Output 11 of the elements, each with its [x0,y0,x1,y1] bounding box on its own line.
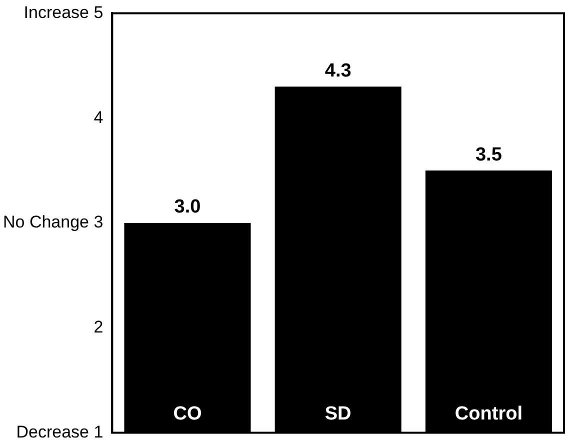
data-label: 4.3 [324,60,352,82]
y-tick-label: No Change 3 [2,212,104,232]
data-label: 3.5 [475,144,502,166]
x-tick-label: SD [324,403,352,424]
y-tick-label: Increase 5 [24,2,104,22]
y-tick-label: 2 [94,318,104,337]
data-label: 3.0 [174,196,201,218]
y-tick-label: Decrease 1 [16,422,104,442]
x-tick-label: CO [173,403,202,424]
y-tick-label: 4 [94,108,104,127]
x-tick-label: Control [454,403,522,424]
